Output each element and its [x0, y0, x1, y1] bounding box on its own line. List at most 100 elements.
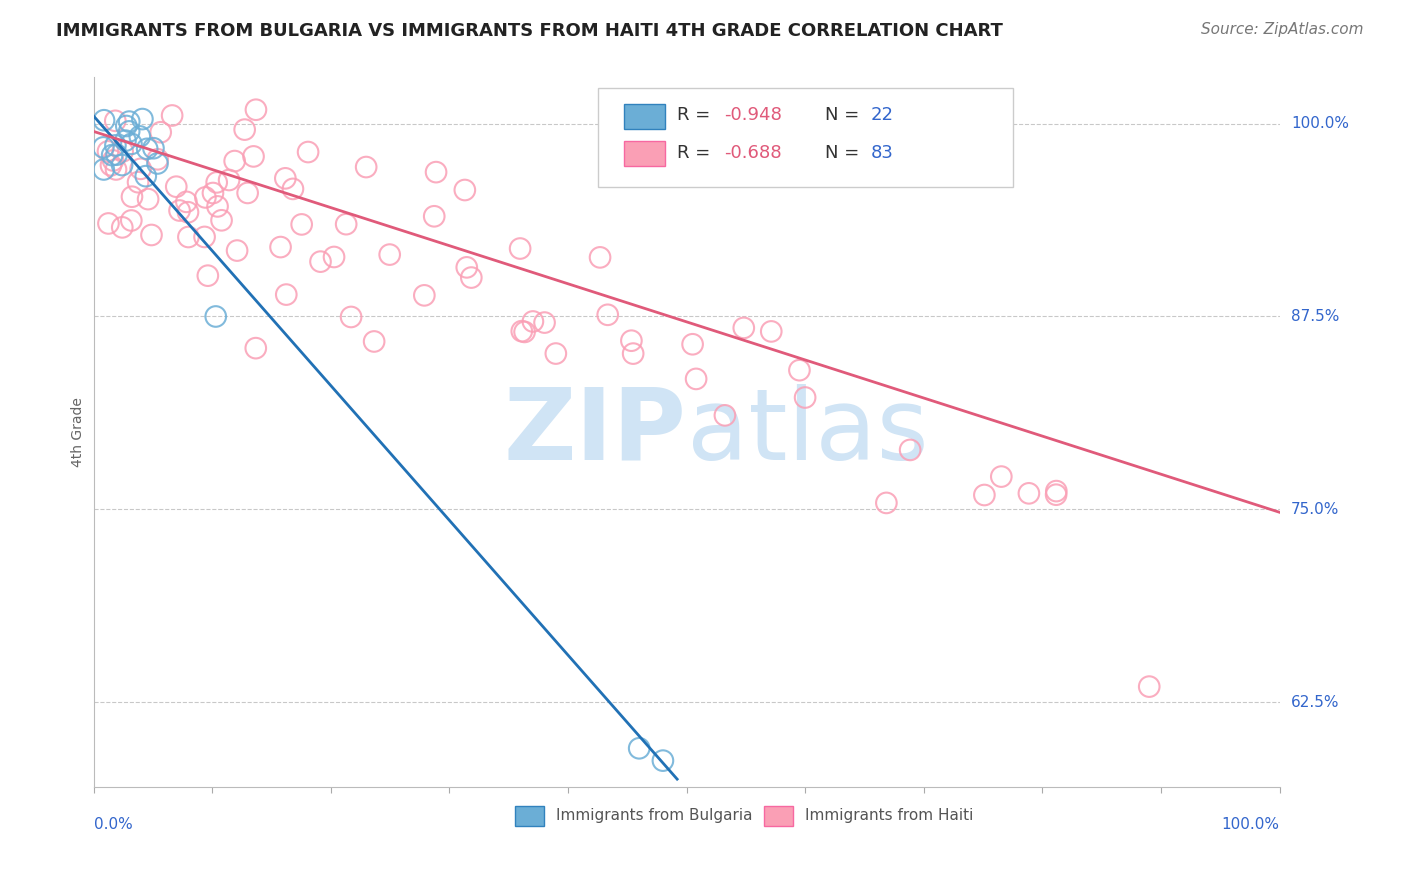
Point — [149, 125, 172, 139]
Point — [620, 334, 643, 348]
Point — [146, 156, 169, 170]
Point — [224, 154, 246, 169]
Text: N =: N = — [825, 145, 866, 162]
Point — [105, 162, 128, 177]
FancyBboxPatch shape — [624, 104, 665, 129]
Point — [104, 138, 127, 153]
Point — [160, 108, 183, 122]
Point — [596, 308, 619, 322]
Point — [115, 119, 138, 133]
Point — [522, 314, 544, 328]
FancyBboxPatch shape — [515, 806, 544, 826]
Point — [146, 153, 169, 167]
Text: Source: ZipAtlas.com: Source: ZipAtlas.com — [1201, 22, 1364, 37]
Point — [510, 324, 533, 338]
Point — [120, 136, 142, 151]
Point — [875, 496, 897, 510]
FancyBboxPatch shape — [763, 806, 793, 826]
Point — [236, 186, 259, 200]
Point — [456, 260, 478, 275]
Point — [211, 213, 233, 227]
Point — [194, 190, 217, 204]
Point — [197, 268, 219, 283]
Point — [354, 160, 377, 174]
Point — [176, 194, 198, 209]
Point — [297, 145, 319, 159]
Point — [177, 230, 200, 244]
Point — [898, 442, 921, 457]
Point — [111, 145, 134, 159]
Point — [513, 325, 536, 339]
Text: 62.5%: 62.5% — [1291, 695, 1340, 709]
Text: 100.0%: 100.0% — [1291, 116, 1348, 131]
Point — [118, 114, 141, 128]
Point — [682, 337, 704, 351]
Point — [460, 270, 482, 285]
Point — [454, 183, 477, 197]
Point — [111, 158, 134, 172]
Text: 0.0%: 0.0% — [94, 817, 132, 832]
Point — [93, 162, 115, 177]
Point — [142, 141, 165, 155]
Point — [165, 179, 187, 194]
Point — [794, 391, 817, 405]
Point — [363, 334, 385, 349]
Point — [335, 217, 357, 231]
Point — [973, 488, 995, 502]
Point — [245, 341, 267, 355]
Point — [121, 190, 143, 204]
Text: -0.688: -0.688 — [724, 145, 782, 162]
Y-axis label: 4th Grade: 4th Grade — [72, 397, 86, 467]
Text: IMMIGRANTS FROM BULGARIA VS IMMIGRANTS FROM HAITI 4TH GRADE CORRELATION CHART: IMMIGRANTS FROM BULGARIA VS IMMIGRANTS F… — [56, 22, 1002, 40]
Point — [120, 213, 142, 227]
Point — [281, 182, 304, 196]
Point — [93, 113, 115, 128]
Point — [714, 409, 737, 423]
Point — [204, 310, 226, 324]
Point — [207, 199, 229, 213]
Point — [136, 192, 159, 206]
Point — [733, 321, 755, 335]
Point — [789, 363, 811, 377]
Point — [533, 316, 555, 330]
Point — [104, 113, 127, 128]
Point — [1045, 484, 1067, 499]
Point — [291, 218, 314, 232]
Point — [127, 175, 149, 189]
Point — [651, 754, 673, 768]
Text: R =: R = — [678, 145, 716, 162]
Point — [101, 153, 124, 168]
Point — [177, 205, 200, 219]
Point — [378, 247, 401, 261]
Point — [111, 220, 134, 235]
Point — [1018, 486, 1040, 500]
Text: 100.0%: 100.0% — [1222, 817, 1279, 832]
Point — [413, 288, 436, 302]
Point — [423, 209, 446, 223]
Point — [340, 310, 363, 324]
Point — [270, 240, 292, 254]
Text: 22: 22 — [870, 106, 893, 124]
Point — [323, 250, 346, 264]
Point — [93, 140, 115, 154]
Point — [118, 124, 141, 138]
Text: 75.0%: 75.0% — [1291, 502, 1339, 516]
Point — [128, 129, 150, 144]
Point — [309, 254, 332, 268]
Point — [242, 149, 264, 163]
Point — [135, 169, 157, 183]
Text: 83: 83 — [870, 145, 893, 162]
Text: Immigrants from Bulgaria: Immigrants from Bulgaria — [557, 808, 752, 823]
Point — [233, 122, 256, 136]
Point — [136, 142, 159, 156]
Point — [589, 251, 612, 265]
Point — [226, 244, 249, 258]
Point — [97, 217, 120, 231]
Point — [205, 175, 228, 189]
Point — [193, 230, 215, 244]
Text: atlas: atlas — [686, 384, 928, 481]
Point — [100, 158, 122, 172]
Point — [105, 147, 128, 161]
Point — [129, 161, 152, 176]
Point — [101, 148, 124, 162]
